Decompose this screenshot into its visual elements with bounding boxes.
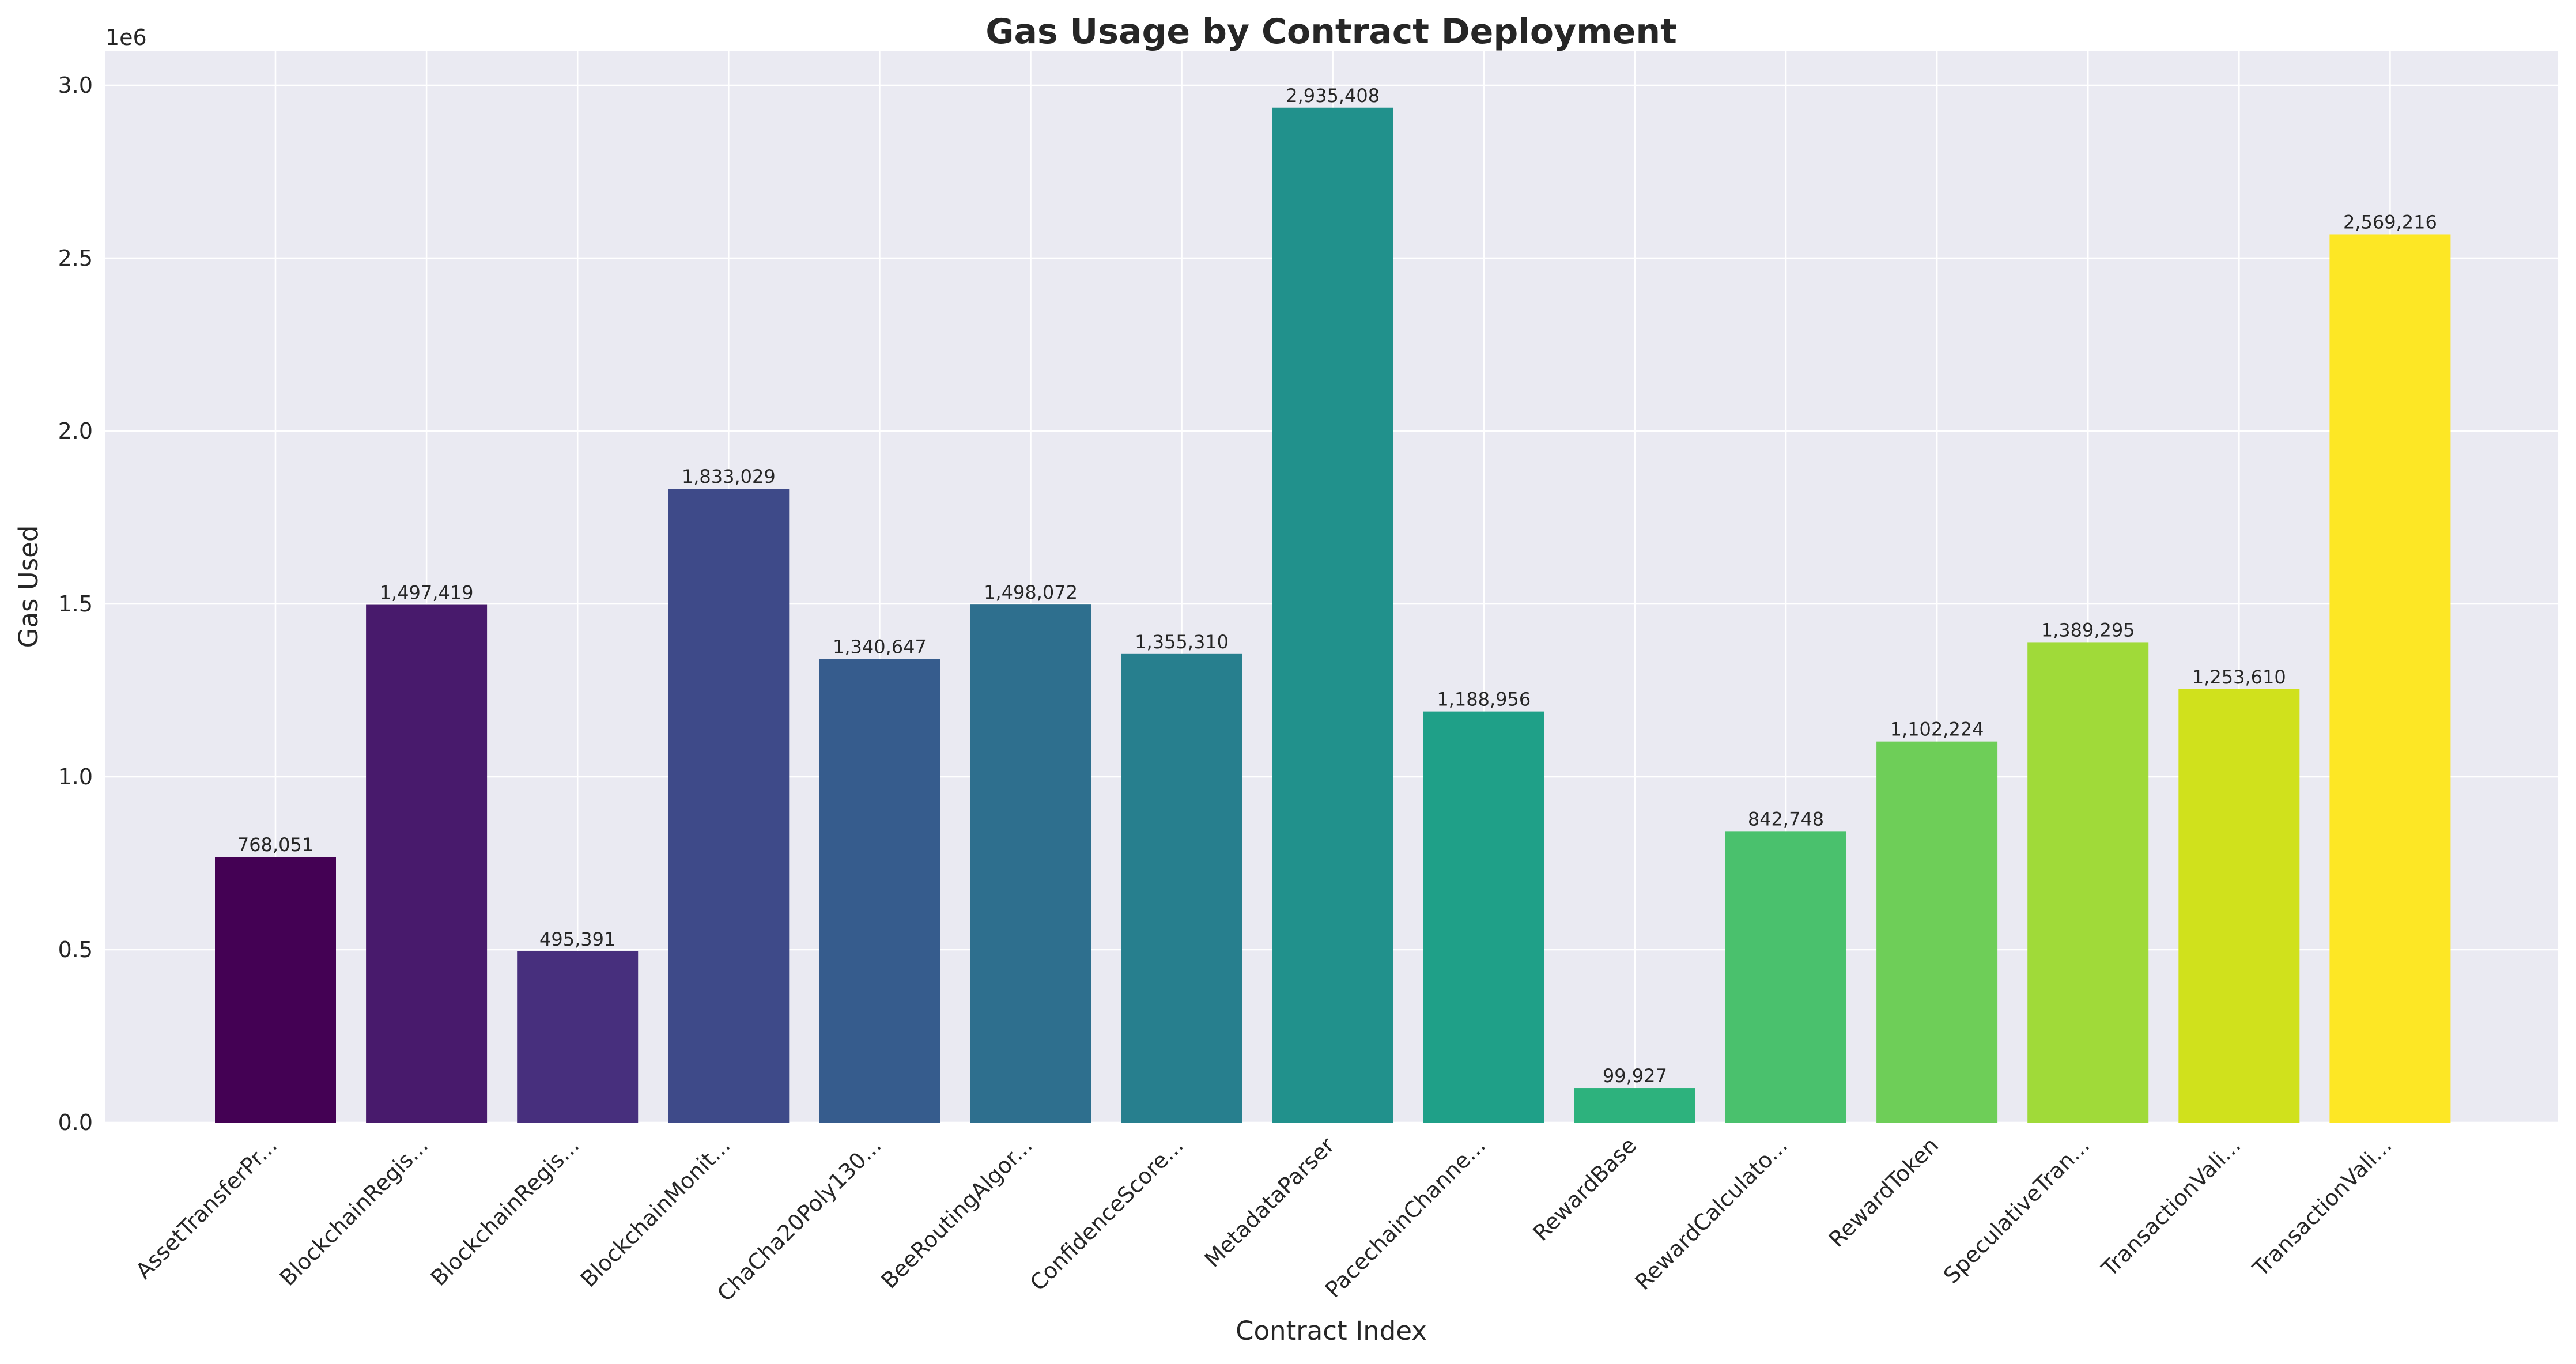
x-tick-label: PacechainChanne... <box>1320 1132 1490 1302</box>
bar <box>2178 689 2300 1123</box>
x-tick-label: TransactionVali... <box>2097 1132 2246 1282</box>
chart-title: Gas Usage by Contract Deployment <box>985 12 1677 52</box>
data-label: 1,389,295 <box>2041 619 2135 641</box>
x-tick-label: BlockchainMonit... <box>576 1132 735 1292</box>
bar <box>1574 1088 1695 1123</box>
data-label: 2,935,408 <box>1286 85 1380 107</box>
x-tick-label: RewardBase <box>1528 1132 1642 1246</box>
y-tick-label: 3.0 <box>58 73 93 98</box>
bar <box>668 489 790 1123</box>
data-label: 768,051 <box>237 834 313 856</box>
x-tick-label: TransactionVali... <box>2248 1132 2397 1282</box>
y-tick-label: 2.5 <box>58 245 93 271</box>
y-tick-label: 2.0 <box>58 418 93 444</box>
y-axis-label: Gas Used <box>13 526 44 648</box>
bar <box>1725 831 1846 1123</box>
data-label: 842,748 <box>1748 808 1824 830</box>
bar <box>366 604 488 1123</box>
bar <box>970 604 1091 1123</box>
data-label: 99,927 <box>1603 1065 1667 1087</box>
data-label: 2,569,216 <box>2343 211 2437 233</box>
data-label: 1,188,956 <box>1437 689 1531 711</box>
data-label: 1,498,072 <box>984 581 1078 603</box>
data-label: 1,253,610 <box>2192 666 2286 688</box>
y-tick-label: 1.0 <box>58 764 93 789</box>
bar <box>1272 107 1393 1123</box>
x-tick-label: ConfidenceScore... <box>1025 1132 1188 1295</box>
data-label: 1,102,224 <box>1890 719 1984 740</box>
y-tick-label: 0.5 <box>58 937 93 962</box>
data-label: 1,355,310 <box>1135 631 1229 653</box>
x-tick-label: BlockchainRegis... <box>426 1132 584 1291</box>
y-tick-label: 0.0 <box>58 1110 93 1135</box>
bar <box>2329 234 2451 1123</box>
x-tick-label: BlockchainRegis... <box>275 1132 433 1291</box>
x-tick-label: MetadataParser <box>1200 1132 1340 1272</box>
x-tick-label: RewardCalculato... <box>1630 1132 1793 1295</box>
x-axis-label: Contract Index <box>1236 1316 1427 1346</box>
data-label: 1,497,419 <box>380 582 474 604</box>
x-tick-label: BeeRoutingAlgor... <box>877 1132 1037 1293</box>
y-ticks-layer: 0.0 0.5 1.0 1.5 2.0 2.5 3.0 <box>58 73 93 1135</box>
bar <box>1423 711 1544 1123</box>
data-label: 1,340,647 <box>833 636 927 658</box>
y-axis-offset-label: 1e6 <box>105 25 147 50</box>
bar <box>1121 653 1242 1123</box>
y-tick-label: 1.5 <box>58 591 93 617</box>
x-tick-label: AssetTransferPr... <box>131 1132 282 1284</box>
x-ticks-layer: AssetTransferPr...BlockchainRegis...Bloc… <box>131 1132 2397 1306</box>
bar <box>517 951 639 1123</box>
bar <box>1876 741 1998 1123</box>
x-tick-label: ChaCha20Poly130... <box>712 1132 886 1306</box>
x-tick-label: SpeculativeTran... <box>1939 1132 2095 1289</box>
data-label: 495,391 <box>539 928 615 950</box>
bar <box>2027 642 2149 1123</box>
data-label: 1,833,029 <box>682 466 776 488</box>
bars-layer <box>215 107 2451 1123</box>
bar <box>819 659 940 1123</box>
bar <box>215 857 336 1123</box>
x-tick-label: RewardToken <box>1824 1132 1944 1252</box>
data-labels-layer: 768,051 1,497,419 495,391 1,833,029 1,340,64… <box>237 85 2437 1087</box>
